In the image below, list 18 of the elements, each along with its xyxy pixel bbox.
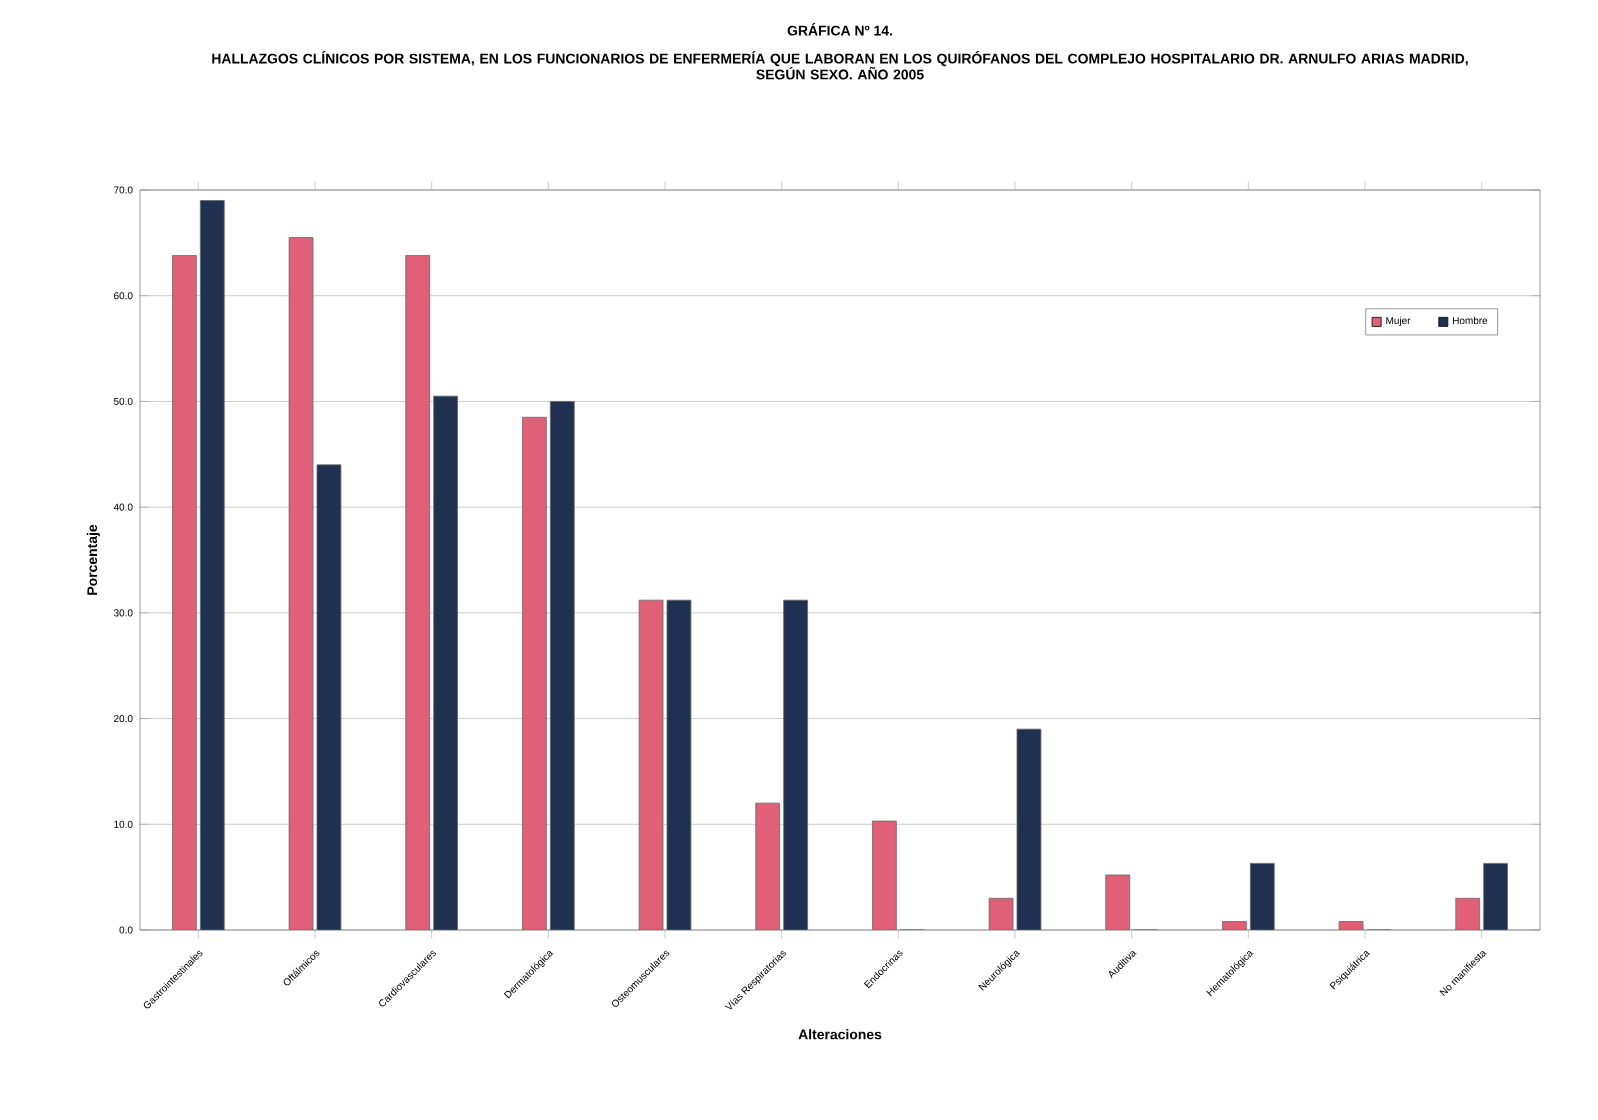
bar [1016, 728, 1042, 930]
bar [405, 255, 431, 930]
bar [1455, 897, 1481, 930]
bar [199, 200, 225, 930]
bar [549, 401, 575, 930]
bar [1483, 863, 1508, 930]
bar [288, 237, 314, 930]
bar [666, 599, 692, 930]
bar [1105, 874, 1131, 930]
bar [316, 464, 342, 930]
bar [172, 255, 197, 930]
bar [872, 820, 897, 930]
bar [522, 416, 547, 930]
bar [433, 395, 458, 930]
bar [783, 599, 808, 930]
bar [1249, 863, 1275, 930]
bar [755, 802, 781, 930]
bar [638, 599, 664, 930]
